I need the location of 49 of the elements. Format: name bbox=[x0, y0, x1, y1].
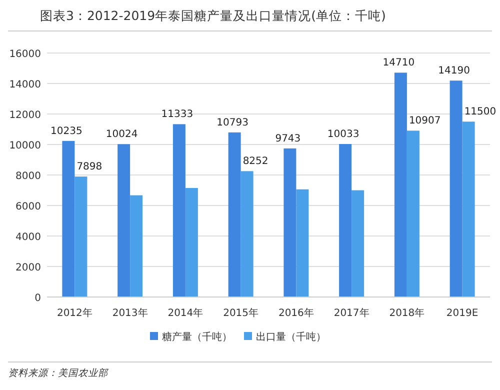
bar bbox=[240, 171, 254, 297]
y-tick-label: 14000 bbox=[9, 80, 41, 90]
x-tick-label: 2013年 bbox=[112, 307, 148, 319]
x-tick-label: 2018年 bbox=[389, 307, 425, 319]
data-label: 11333 bbox=[161, 109, 194, 120]
text: 资料来源：美国农业部 bbox=[8, 367, 109, 379]
y-tick-label: 8000 bbox=[16, 171, 41, 182]
data-label: 9743 bbox=[275, 133, 301, 144]
legend-label: 糖产量（千吨） bbox=[162, 331, 232, 343]
bar bbox=[394, 72, 407, 297]
data-label: 14190 bbox=[438, 66, 470, 77]
bar bbox=[74, 176, 88, 297]
bar bbox=[228, 132, 241, 297]
bar bbox=[130, 195, 143, 297]
bar bbox=[172, 124, 186, 297]
bar bbox=[462, 122, 475, 297]
data-label: 11500 bbox=[464, 106, 496, 118]
bar bbox=[296, 189, 309, 297]
bar bbox=[352, 190, 364, 297]
y-tick-label: 6000 bbox=[16, 202, 41, 212]
y-tick-label: 10000 bbox=[9, 140, 41, 152]
data-label: 10793 bbox=[216, 117, 248, 128]
bar bbox=[450, 80, 462, 297]
bar bbox=[406, 130, 420, 297]
bar bbox=[62, 140, 75, 297]
data-label: 8252 bbox=[242, 156, 268, 168]
chart-title: 图表3：2012-2019年泰国糖产量及出口量情况(单位：千吨) bbox=[40, 8, 386, 23]
x-tick-label: 2019E bbox=[446, 308, 478, 319]
y-tick-label: 12000 bbox=[9, 110, 41, 121]
data-label: 10235 bbox=[50, 126, 82, 137]
y-tick-label: 16000 bbox=[9, 49, 41, 60]
bar bbox=[284, 148, 296, 297]
data-label: 10024 bbox=[106, 129, 138, 140]
x-tick-label: 2017年 bbox=[334, 307, 370, 319]
bar bbox=[339, 144, 352, 297]
bar bbox=[118, 144, 130, 297]
y-tick-label: 4000 bbox=[16, 232, 41, 243]
y-tick-label: 0 bbox=[34, 293, 41, 304]
legend-label: 出口量（千吨） bbox=[256, 331, 326, 343]
data-label: 14710 bbox=[382, 58, 415, 69]
x-tick-label: 2014年 bbox=[168, 307, 204, 319]
x-tick-label: 2012年 bbox=[56, 307, 92, 319]
y-tick-label: 2000 bbox=[16, 262, 41, 274]
x-tick-label: 2016年 bbox=[278, 307, 314, 319]
data-label: 10033 bbox=[327, 128, 360, 140]
data-label: 10907 bbox=[408, 116, 441, 127]
bar bbox=[185, 188, 198, 297]
x-tick-label: 2015年 bbox=[223, 307, 259, 319]
data-label: 7898 bbox=[76, 162, 102, 173]
